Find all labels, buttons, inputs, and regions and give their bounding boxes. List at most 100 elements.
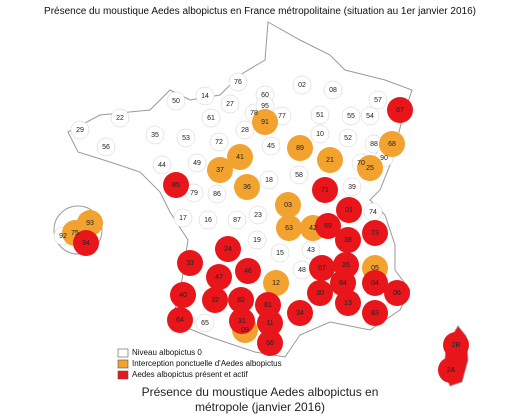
department-label: 56 bbox=[102, 144, 110, 151]
department-area bbox=[176, 128, 196, 148]
department-area bbox=[317, 147, 343, 173]
department-label: 83 bbox=[371, 310, 379, 317]
department-area bbox=[336, 197, 362, 223]
department-area bbox=[206, 264, 232, 290]
department-area bbox=[228, 72, 248, 92]
department-area bbox=[170, 282, 196, 308]
department-label: 51 bbox=[316, 112, 324, 119]
department-label: 82 bbox=[237, 297, 245, 304]
department-area bbox=[287, 300, 313, 326]
department-label: 55 bbox=[347, 113, 355, 120]
department-label: 11 bbox=[266, 320, 273, 327]
department-label: 63 bbox=[285, 225, 293, 232]
department-label: 61 bbox=[207, 115, 215, 122]
department-area bbox=[368, 90, 388, 110]
department-label: 48 bbox=[298, 267, 306, 274]
department-label: 90 bbox=[380, 155, 388, 162]
department-area bbox=[342, 177, 362, 197]
department-label: 03 bbox=[284, 202, 292, 209]
department-area bbox=[187, 153, 207, 173]
department-area bbox=[292, 75, 312, 95]
department-area bbox=[301, 240, 321, 260]
department-area bbox=[310, 105, 330, 125]
department-label: 88 bbox=[370, 141, 378, 148]
department-label: 64 bbox=[176, 317, 184, 324]
legend-label: Interception ponctuelle d'Aedes albopict… bbox=[132, 359, 282, 368]
department-area bbox=[270, 243, 290, 263]
department-label: 74 bbox=[369, 209, 377, 216]
department-label: 18 bbox=[265, 177, 273, 184]
department-area bbox=[335, 227, 361, 253]
department-label: 39 bbox=[348, 184, 356, 191]
department-label: 91 bbox=[261, 119, 269, 126]
department-label: 67 bbox=[396, 107, 404, 114]
department-label: 04 bbox=[371, 280, 379, 287]
department-area bbox=[335, 290, 361, 316]
department-area bbox=[259, 170, 279, 190]
department-label: 60 bbox=[261, 92, 269, 99]
department-area bbox=[235, 258, 261, 284]
department-label: 46 bbox=[244, 268, 252, 275]
department-area bbox=[209, 132, 229, 152]
department-area bbox=[379, 131, 405, 157]
department-label: 75 bbox=[71, 230, 79, 237]
department-label: 69 bbox=[324, 223, 332, 230]
department-area bbox=[247, 230, 267, 250]
caption-line: Présence du moustique Aedes albopictus e… bbox=[142, 385, 379, 399]
department-label: 54 bbox=[366, 113, 374, 120]
department-label: 29 bbox=[76, 127, 84, 134]
department-area bbox=[287, 135, 313, 161]
department-area bbox=[227, 210, 247, 230]
department-area bbox=[198, 210, 218, 230]
department-area bbox=[261, 136, 281, 156]
department-label: 32 bbox=[211, 297, 219, 304]
department-area bbox=[438, 357, 464, 383]
department-area bbox=[315, 213, 341, 239]
department-label: 10 bbox=[316, 131, 324, 138]
department-label: 13 bbox=[344, 300, 352, 307]
department-area bbox=[235, 120, 255, 140]
department-label: 43 bbox=[307, 247, 315, 254]
department-label: 05 bbox=[371, 265, 379, 272]
department-label: 41 bbox=[236, 154, 244, 161]
department-area bbox=[384, 280, 410, 306]
department-area bbox=[257, 330, 283, 356]
legend-label: Niveau albopictus 0 bbox=[132, 348, 202, 357]
department-label: 65 bbox=[201, 320, 209, 327]
department-label: 87 bbox=[233, 217, 241, 224]
department-area bbox=[276, 215, 302, 241]
department-label: 66 bbox=[266, 340, 274, 347]
department-label: 35 bbox=[151, 132, 159, 139]
department-label: 26 bbox=[342, 262, 350, 269]
department-label: 07 bbox=[318, 265, 326, 272]
department-label: 22 bbox=[116, 115, 124, 122]
legend-swatch bbox=[117, 370, 129, 380]
department-label: 2A bbox=[447, 367, 456, 374]
department-label: 49 bbox=[193, 160, 201, 167]
department-area bbox=[167, 307, 193, 333]
department-label: 21 bbox=[326, 157, 334, 164]
department-area bbox=[338, 128, 358, 148]
department-area bbox=[96, 137, 116, 157]
department-label: 47 bbox=[215, 274, 223, 281]
department-area bbox=[289, 165, 309, 185]
department-label: 86 bbox=[213, 191, 221, 198]
department-label: 95 bbox=[261, 103, 269, 110]
legend-swatch bbox=[117, 359, 129, 369]
department-label: 81 bbox=[264, 302, 272, 309]
department-label: 52 bbox=[344, 135, 352, 142]
department-label: 27 bbox=[226, 101, 234, 108]
department-area bbox=[215, 236, 241, 262]
department-label: 06 bbox=[393, 290, 401, 297]
department-label: 12 bbox=[272, 280, 280, 287]
department-label: 31 bbox=[238, 318, 246, 325]
department-label: 53 bbox=[182, 135, 190, 142]
department-label: 24 bbox=[224, 246, 232, 253]
department-area bbox=[341, 106, 361, 126]
department-area bbox=[152, 155, 172, 175]
legend-swatch bbox=[117, 348, 129, 358]
department-area bbox=[309, 255, 335, 281]
department-area bbox=[228, 287, 254, 313]
